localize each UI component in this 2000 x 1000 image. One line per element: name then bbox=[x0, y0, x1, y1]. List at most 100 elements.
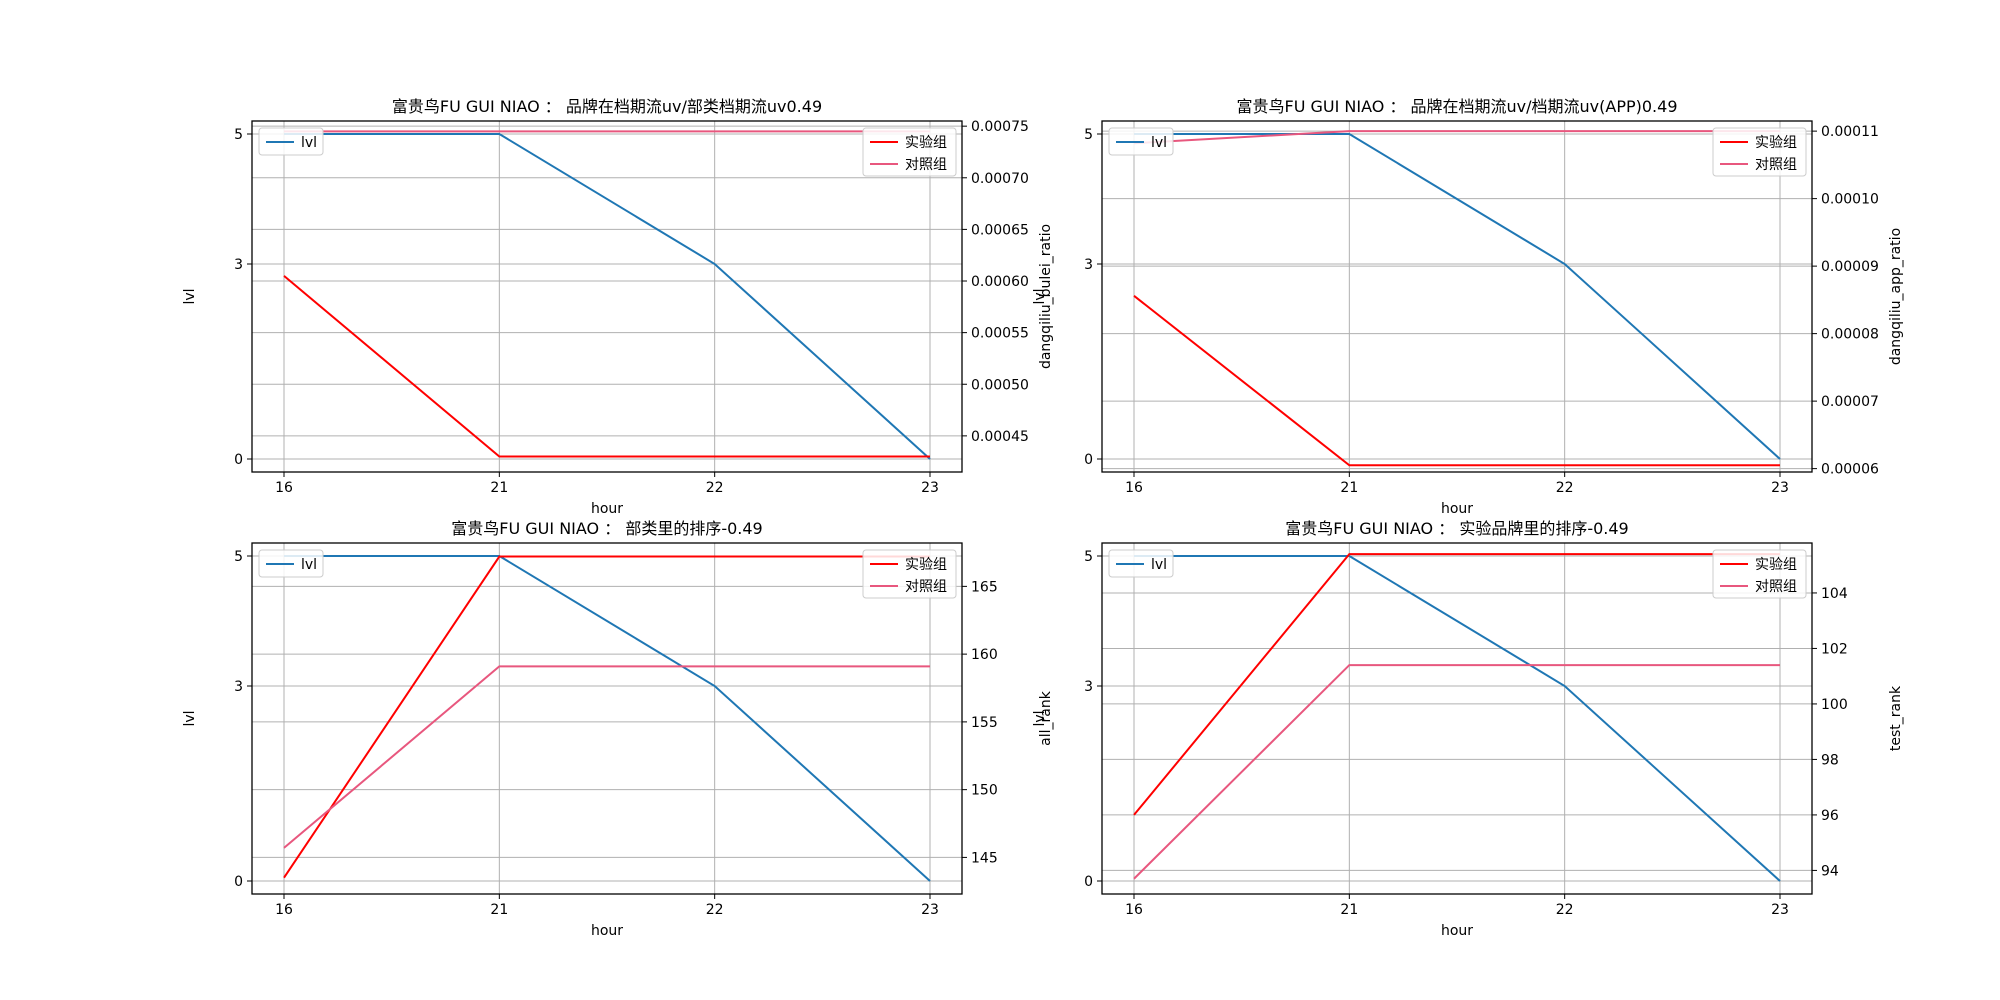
y-tick-label: 3 bbox=[1084, 257, 1093, 273]
y2-axis-label: test_rank bbox=[1888, 685, 1904, 751]
legend-label: 实验组 bbox=[1755, 135, 1797, 151]
y-tick-label: 0 bbox=[1084, 452, 1093, 468]
legend-label: lvl bbox=[1151, 135, 1167, 151]
x-tick-label: 23 bbox=[921, 902, 939, 918]
y-tick-label: 3 bbox=[234, 679, 243, 695]
y2-tick-label: 0.00050 bbox=[971, 377, 1029, 393]
y2-tick-label: 0.00010 bbox=[1821, 192, 1879, 208]
y2-tick-label: 0.00006 bbox=[1821, 462, 1879, 478]
chart-panel-2: 16 21 22 23 0 3 5 0.00006 0.00007 0.00008 0.00009 0… bbox=[1032, 97, 1904, 517]
series-line-test bbox=[1133, 553, 1780, 816]
y-tick-label: 0 bbox=[234, 874, 243, 890]
y-tick-label: 3 bbox=[234, 257, 243, 273]
legend-left: lvl bbox=[258, 127, 324, 156]
x-tick-label: 16 bbox=[1125, 902, 1143, 918]
x-axis-label: hour bbox=[1441, 923, 1473, 939]
y2-tick-label: 0.00007 bbox=[1821, 394, 1879, 410]
x-tick-label: 22 bbox=[706, 902, 724, 918]
y2-tick-label: 0.00009 bbox=[1821, 259, 1879, 275]
y2-tick-label: 0.00008 bbox=[1821, 327, 1879, 343]
legend-label: 对照组 bbox=[1755, 579, 1797, 595]
legend-label: lvl bbox=[1151, 557, 1167, 573]
chart-title: 富贵鸟FU GUI NIAO ： 部类里的排序-0.49 bbox=[451, 519, 762, 538]
y2-axis-label: all_rank bbox=[1038, 690, 1054, 746]
y2-tick-label: 0.00011 bbox=[1821, 124, 1879, 140]
x-axis-label: hour bbox=[591, 501, 623, 517]
x-tick-label: 22 bbox=[1556, 480, 1574, 496]
x-tick-label: 21 bbox=[1340, 902, 1358, 918]
chart-panel-3: 16 21 22 23 0 3 5 145 150 155 160 165 富贵鸟FU GUI NIAO… bbox=[182, 519, 1054, 939]
y-tick-label: 5 bbox=[234, 549, 243, 565]
y-tick-label: 0 bbox=[234, 452, 243, 468]
series-line-test bbox=[1133, 295, 1780, 467]
y2-axis-label: dangqiliu_app_ratio bbox=[1888, 228, 1904, 365]
y2-tick-label: 0.00055 bbox=[971, 326, 1029, 342]
legend-left: lvl bbox=[1108, 127, 1174, 156]
x-tick-label: 23 bbox=[1771, 902, 1789, 918]
x-tick-label: 23 bbox=[1771, 480, 1789, 496]
y2-tick-label: 160 bbox=[971, 647, 998, 663]
y2-tick-label: 145 bbox=[971, 850, 998, 866]
y2-tick-label: 0.00075 bbox=[971, 119, 1029, 135]
y2-tick-label: 0.00045 bbox=[971, 429, 1029, 445]
series-line-test bbox=[283, 275, 930, 458]
y2-tick-label: 165 bbox=[971, 579, 998, 595]
legend-label: lvl bbox=[301, 135, 317, 151]
plot-frame bbox=[1101, 120, 1813, 473]
y2-tick-label: 0.00070 bbox=[971, 171, 1029, 187]
legend-label: 对照组 bbox=[905, 579, 947, 595]
y-tick-label: 5 bbox=[1084, 127, 1093, 143]
series-line-control bbox=[1133, 130, 1780, 145]
y-tick-label: 0 bbox=[1084, 874, 1093, 890]
y-axis-label: lvl bbox=[1032, 288, 1048, 304]
x-axis-label: hour bbox=[1441, 501, 1473, 517]
y2-tick-label: 104 bbox=[1821, 586, 1848, 602]
plot-frame bbox=[251, 542, 963, 895]
y2-tick-label: 98 bbox=[1821, 752, 1839, 768]
plot-frame bbox=[251, 120, 963, 473]
series-line-lvl bbox=[1134, 555, 1781, 882]
legend-label: 实验组 bbox=[1755, 557, 1797, 573]
x-tick-label: 21 bbox=[1340, 480, 1358, 496]
legend-left: lvl bbox=[258, 549, 324, 578]
y2-tick-label: 155 bbox=[971, 715, 998, 731]
y-axis-label: lvl bbox=[1032, 710, 1048, 726]
y2-tick-label: 150 bbox=[971, 783, 998, 799]
y-tick-label: 3 bbox=[1084, 679, 1093, 695]
x-tick-label: 16 bbox=[275, 480, 293, 496]
x-axis-label: hour bbox=[591, 923, 623, 939]
y2-tick-label: 94 bbox=[1821, 863, 1839, 879]
x-tick-label: 16 bbox=[275, 902, 293, 918]
series-line-control bbox=[1133, 664, 1780, 880]
y-tick-label: 5 bbox=[1084, 549, 1093, 565]
x-tick-label: 23 bbox=[921, 480, 939, 496]
y2-tick-label: 0.00065 bbox=[971, 222, 1029, 238]
y-tick-label: 5 bbox=[234, 127, 243, 143]
plot-frame bbox=[1101, 542, 1813, 895]
legend-label: 对照组 bbox=[1755, 157, 1797, 173]
y2-tick-label: 96 bbox=[1821, 808, 1839, 824]
y-axis-label: lvl bbox=[182, 710, 198, 726]
chart-title: 富贵鸟FU GUI NIAO ： 品牌在档期流uv/部类档期流uv0.49 bbox=[392, 97, 822, 116]
y2-axis-label: dangqiliu_bulei_ratio bbox=[1038, 224, 1054, 369]
y2-tick-label: 102 bbox=[1821, 641, 1848, 657]
x-tick-label: 21 bbox=[490, 480, 508, 496]
series-line-lvl bbox=[1134, 133, 1781, 460]
x-tick-label: 21 bbox=[490, 902, 508, 918]
y2-tick-label: 100 bbox=[1821, 697, 1848, 713]
chart-title: 富贵鸟FU GUI NIAO ： 实验品牌里的排序-0.49 bbox=[1285, 519, 1628, 538]
series-line-test bbox=[283, 555, 930, 879]
legend-label: 实验组 bbox=[905, 135, 947, 151]
series-line-control bbox=[283, 665, 930, 849]
legend-label: lvl bbox=[301, 557, 317, 573]
chart-panel-1: 16 21 22 23 0 3 5 0.00045 0.00050 0.00055 0.00060 0… bbox=[182, 97, 1054, 517]
y2-tick-label: 0.00060 bbox=[971, 274, 1029, 290]
chart-panel-4: 16 21 22 23 0 3 5 94 96 98 100 102 104 富贵鸟FU GUI NIAO… bbox=[1032, 519, 1904, 939]
x-tick-label: 16 bbox=[1125, 480, 1143, 496]
series-line-lvl bbox=[284, 133, 931, 460]
